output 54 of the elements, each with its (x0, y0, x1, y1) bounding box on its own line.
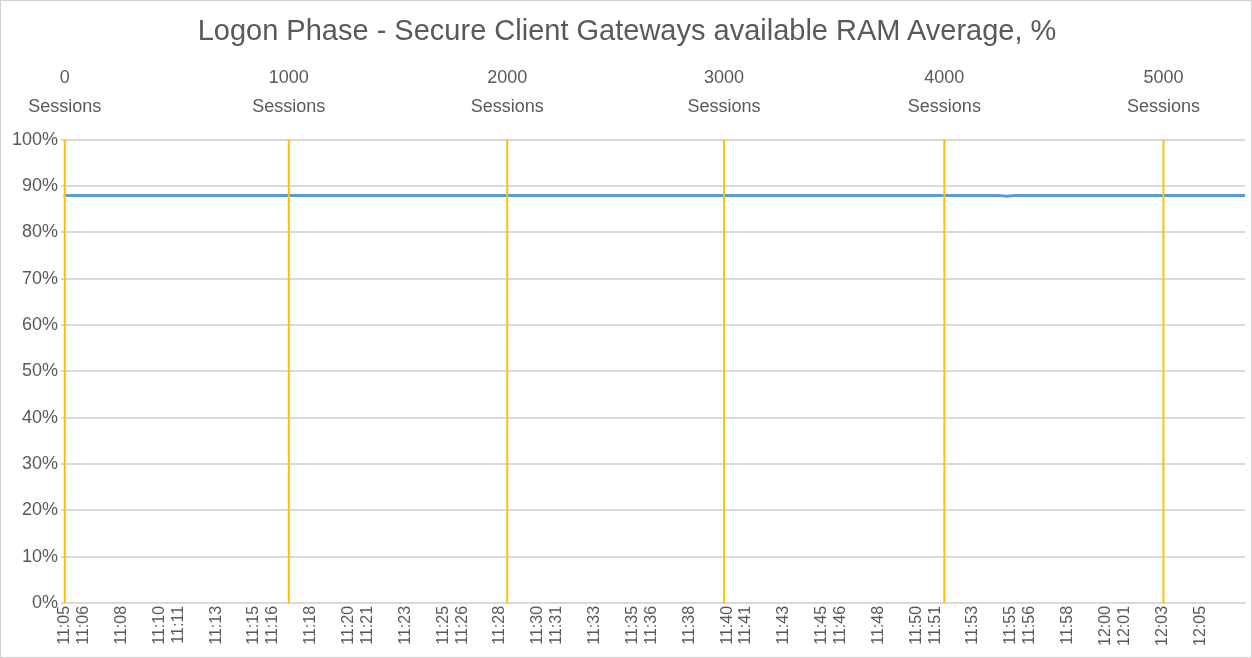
chart-title: Logon Phase - Secure Client Gateways available RAM Average, % (197, 14, 1057, 47)
x-tick-label: 11:31 (547, 605, 565, 645)
y-tick-label: 0% (32, 591, 59, 612)
x-tick-label: 11:26 (452, 605, 470, 645)
y-tick-label: 30% (22, 452, 59, 473)
y-tick-label: 70% (22, 267, 59, 288)
y-tick-label: 40% (22, 406, 59, 427)
x-tick-label: 11:58 (1058, 605, 1076, 645)
x-tick-label: 11:53 (963, 605, 981, 645)
y-tick-label: 10% (22, 545, 59, 566)
x-tick-label: 11:13 (206, 605, 224, 645)
x-tick-label: 11:18 (301, 605, 319, 645)
y-tick-label: 20% (22, 499, 59, 520)
x-tick-label: 11:15 (244, 605, 262, 645)
x-tick-label: 11:46 (831, 605, 849, 645)
y-tick-label: 60% (22, 314, 59, 335)
x-tick-label: 11:41 (736, 605, 754, 645)
x-tick-label: 11:06 (74, 605, 92, 645)
y-tick-label: 90% (22, 175, 59, 196)
x-tick-label: 11:33 (585, 605, 603, 645)
x-tick-label: 11:55 (1001, 605, 1019, 645)
x-tick-label: 11:40 (717, 605, 735, 645)
ref-line-label: 4000 Sessions (907, 66, 981, 116)
x-tick-label: 11:25 (433, 605, 451, 645)
x-tick-label: 11:16 (263, 605, 281, 645)
x-tick-label: 11:21 (357, 605, 375, 645)
x-tick-label: 11:48 (868, 605, 886, 645)
x-tick-label: 11:50 (906, 605, 924, 645)
x-tick-label: 11:20 (339, 605, 357, 645)
x-tick-label: 12:00 (1095, 605, 1113, 647)
x-tick-label: 12:05 (1190, 605, 1208, 647)
x-tick-label: 11:38 (679, 605, 697, 645)
ref-line-label: 3000 Sessions (687, 66, 761, 116)
x-tick-label: 11:28 (490, 605, 508, 645)
x-tick-label: 11:30 (528, 605, 546, 645)
x-tick-label: 11:11 (168, 605, 186, 644)
x-tick-label: 11:56 (1020, 605, 1038, 645)
x-tick-label: 11:35 (622, 605, 640, 645)
x-tick-label: 11:51 (925, 605, 943, 645)
y-tick-label: 50% (22, 360, 59, 381)
x-tick-label: 11:10 (149, 605, 167, 645)
x-tick-label: 11:36 (641, 605, 659, 645)
x-tick-label: 12:03 (1152, 605, 1170, 647)
x-tick-label: 12:01 (1114, 605, 1132, 647)
x-tick-label: 11:45 (812, 605, 830, 645)
ref-line-label: 0 Sessions (28, 66, 102, 116)
x-tick-label: 11:08 (111, 605, 129, 645)
y-tick-label: 80% (22, 221, 59, 242)
ref-line-label: 1000 Sessions (252, 66, 326, 116)
x-tick-label: 11:23 (395, 605, 413, 645)
y-tick-label: 100% (11, 128, 59, 149)
ref-line-label: 2000 Sessions (470, 66, 544, 116)
x-tick-label: 11:43 (774, 605, 792, 645)
ref-line-label: 5000 Sessions (1126, 66, 1200, 116)
